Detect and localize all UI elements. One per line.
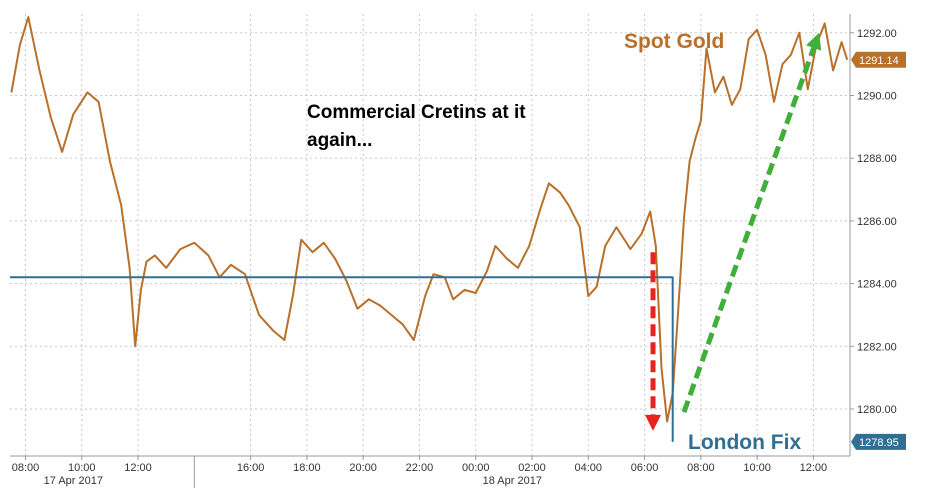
x-tick-label: 12:00 [124, 462, 152, 474]
x-tick-label: 18:00 [293, 462, 321, 474]
x-tick-label: 10:00 [68, 462, 96, 474]
x-tick-label: 10:00 [743, 462, 771, 474]
x-tick-label: 06:00 [631, 462, 659, 474]
red-down-arrow-head [645, 414, 662, 431]
badge-value: 1278.95 [859, 437, 899, 449]
green-up-arrow-head [806, 32, 822, 51]
value-badges: 1291.14 1278.95 [851, 51, 906, 450]
y-tick-label: 1284.00 [857, 279, 897, 291]
x-axis: 08:00 10:00 12:00 16:00 18:00 20:00 22:00 00:00… [12, 456, 827, 487]
x-tick-label: 20:00 [349, 462, 377, 474]
date-label: 18 Apr 2017 [483, 475, 542, 487]
x-tick-label: 04:00 [575, 462, 603, 474]
y-tick-label: 1280.00 [857, 404, 897, 416]
green-up-arrow-shaft [681, 47, 817, 413]
london-fix-value-badge: 1278.95 [851, 433, 906, 450]
y-axis: 1292.00 1290.00 1288.00 1286.00 1284.00 1282.… [850, 28, 897, 416]
red-down-arrow [645, 252, 662, 431]
y-tick-label: 1292.00 [857, 28, 897, 40]
green-up-arrow [681, 32, 822, 413]
series-layer [10, 16, 849, 442]
london-fix-line [10, 276, 674, 442]
badge-value: 1291.14 [859, 55, 899, 67]
arrow-layer [645, 32, 822, 431]
x-tick-label: 08:00 [687, 462, 715, 474]
date-label: 17 Apr 2017 [44, 475, 103, 487]
x-tick-label: 00:00 [462, 462, 490, 474]
y-tick-label: 1288.00 [857, 153, 897, 165]
spot-gold-label: Spot Gold [624, 30, 724, 53]
x-tick-label: 12:00 [800, 462, 828, 474]
x-tick-label: 22:00 [406, 462, 434, 474]
y-tick-label: 1286.00 [857, 216, 897, 228]
london-fix-label: London Fix [688, 431, 801, 454]
x-tick-label: 02:00 [518, 462, 546, 474]
annotation-line-1: Commercial Cretins at it [307, 102, 526, 123]
x-tick-label: 08:00 [12, 462, 40, 474]
y-tick-label: 1290.00 [857, 91, 897, 103]
y-tick-label: 1282.00 [857, 341, 897, 353]
spot-gold-line [10, 16, 849, 423]
badge-background [851, 433, 906, 450]
badge-background [851, 51, 906, 68]
spot-gold-value-badge: 1291.14 [851, 51, 906, 68]
annotation-line-2: again... [307, 130, 372, 151]
x-tick-label: 16:00 [237, 462, 265, 474]
